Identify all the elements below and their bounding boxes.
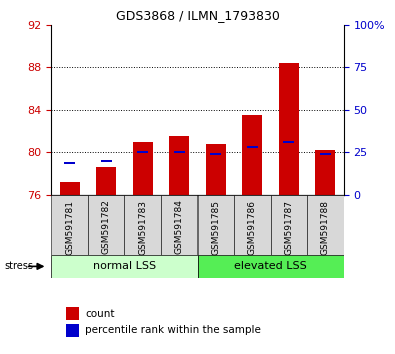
Bar: [247, 146, 258, 148]
Text: GSM591781: GSM591781: [65, 200, 74, 255]
Bar: [315, 150, 335, 195]
Text: GSM591785: GSM591785: [211, 200, 220, 255]
Bar: [161, 195, 198, 255]
Bar: [242, 115, 262, 195]
Title: GDS3868 / ILMN_1793830: GDS3868 / ILMN_1793830: [116, 9, 279, 22]
Bar: [64, 162, 75, 164]
Text: normal LSS: normal LSS: [93, 261, 156, 272]
Bar: [88, 195, 124, 255]
Text: GSM591783: GSM591783: [138, 200, 147, 255]
Bar: [137, 151, 148, 153]
Text: GSM591784: GSM591784: [175, 200, 184, 255]
Bar: [283, 141, 294, 143]
Bar: [279, 63, 299, 195]
Bar: [210, 153, 221, 155]
Bar: [133, 142, 153, 195]
Bar: [271, 195, 307, 255]
Bar: [307, 195, 344, 255]
Bar: [66, 324, 79, 337]
Bar: [51, 255, 198, 278]
Bar: [234, 195, 271, 255]
Bar: [320, 153, 331, 155]
Bar: [169, 136, 189, 195]
Text: count: count: [85, 309, 115, 319]
Bar: [51, 195, 88, 255]
Text: GSM591787: GSM591787: [284, 200, 293, 255]
Bar: [198, 195, 234, 255]
Text: stress: stress: [4, 261, 33, 272]
Bar: [124, 195, 161, 255]
Text: GSM591786: GSM591786: [248, 200, 257, 255]
Text: GSM591782: GSM591782: [102, 200, 111, 255]
Bar: [96, 167, 116, 195]
Text: percentile rank within the sample: percentile rank within the sample: [85, 325, 261, 335]
Text: GSM591788: GSM591788: [321, 200, 330, 255]
Bar: [174, 151, 185, 153]
Bar: [206, 144, 226, 195]
Bar: [101, 160, 112, 162]
Bar: [198, 255, 344, 278]
Bar: [66, 307, 79, 320]
Text: elevated LSS: elevated LSS: [234, 261, 307, 272]
Bar: [60, 182, 80, 195]
